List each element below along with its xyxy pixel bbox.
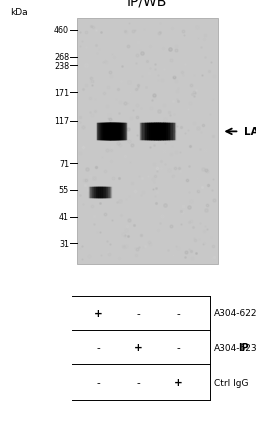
Text: 117: 117 [54, 117, 69, 126]
Text: kDa: kDa [10, 8, 28, 17]
Text: +: + [134, 342, 143, 352]
Text: 71: 71 [59, 159, 69, 169]
Text: LARP4B: LARP4B [244, 127, 256, 137]
Text: 268: 268 [54, 53, 69, 62]
Text: 41: 41 [59, 213, 69, 222]
Text: 55: 55 [59, 186, 69, 195]
Bar [77, 19, 218, 264]
Text: -: - [176, 308, 180, 318]
Text: 171: 171 [54, 88, 69, 98]
Text: Ctrl IgG: Ctrl IgG [214, 378, 248, 387]
Text: +: + [174, 377, 182, 388]
Text: 460: 460 [54, 26, 69, 35]
Text: IP: IP [238, 342, 249, 352]
Text: -: - [97, 342, 100, 352]
Text: -: - [136, 308, 140, 318]
Text: 238: 238 [54, 61, 69, 71]
Text: IP/WB: IP/WB [127, 0, 167, 9]
Text: -: - [97, 377, 100, 388]
Text: -: - [136, 377, 140, 388]
Text: A304-623A: A304-623A [214, 343, 256, 352]
Text: -: - [176, 342, 180, 352]
Text: A304-622A: A304-622A [214, 308, 256, 318]
Text: 31: 31 [59, 239, 69, 248]
Text: +: + [94, 308, 103, 318]
